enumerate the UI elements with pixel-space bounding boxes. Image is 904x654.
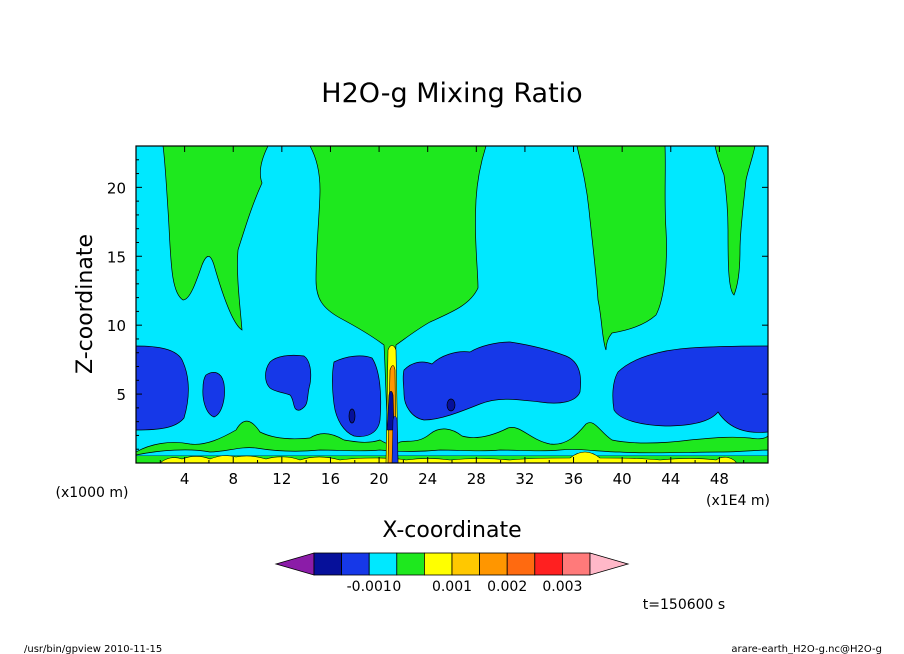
x-tick-label: 40 — [613, 470, 632, 488]
colorbar-swatch — [368, 552, 398, 576]
blue-layer-center-right — [402, 341, 581, 421]
colorbar-swatch — [506, 552, 536, 576]
x-tick-label: 12 — [272, 470, 291, 488]
footer-left: /usr/bin/gpview 2010-11-15 — [24, 644, 162, 654]
x-tick-label: 44 — [661, 470, 680, 488]
colorbar-tick-label: 0.003 — [542, 579, 582, 595]
colorbar-tick-label: -0.001 — [347, 579, 392, 595]
x-unit-left: (x1000 m) — [56, 485, 129, 501]
colorbar-swatch — [313, 552, 343, 576]
footer-right: arare-earth_H2O-g.nc@H2O-g — [731, 644, 882, 654]
plot-area — [136, 146, 768, 463]
green-plume-4 — [714, 146, 756, 296]
y-axis: 5 10 15 20 — [107, 159, 768, 450]
x-tick-label: 36 — [564, 470, 583, 488]
x-tick-label: 32 — [515, 470, 534, 488]
x-axis-label: X-coordinate — [382, 518, 521, 543]
blue-layer-mid — [265, 354, 312, 411]
x-tick-label: 28 — [467, 470, 486, 488]
colorbar-low-arrow — [274, 552, 315, 576]
x-tick-label: 20 — [370, 470, 389, 488]
y-tick-label: 20 — [107, 179, 126, 197]
chart-title: H2O-g Mixing Ratio — [321, 78, 582, 109]
colorbar-swatch — [451, 552, 481, 576]
y-tick-label: 10 — [107, 317, 126, 335]
cyan-gap-low — [136, 447, 768, 457]
colorbar-swatch — [423, 552, 453, 576]
x-tick-label: 4 — [180, 470, 190, 488]
blue-blob-small — [202, 372, 225, 418]
colorbar-tick-label: 0.002 — [487, 579, 527, 595]
green-plume-3 — [576, 146, 667, 351]
x-axis: 4 8 12 16 20 24 28 32 36 40 44 48 — [159, 146, 745, 488]
colorbar-labels: -0.001 0 0.001 0.002 0.003 — [347, 579, 583, 595]
navy-contours — [348, 398, 456, 424]
x-tick-label: 48 — [710, 470, 729, 488]
x-tick-label: 16 — [321, 470, 340, 488]
y-tick-label: 5 — [116, 386, 126, 404]
colorbar-swatch — [562, 552, 591, 576]
colorbar-swatch — [534, 552, 563, 576]
y-tick-label: 15 — [107, 248, 126, 266]
blue-layer-right — [612, 345, 768, 433]
blue-layer-left — [136, 345, 189, 431]
x-unit-right: (x1E4 m) — [706, 493, 770, 509]
colorbar-swatch — [396, 552, 425, 576]
x-tick-label: 24 — [418, 470, 437, 488]
colorbar-swatch — [479, 552, 508, 576]
colorbar-swatch — [341, 552, 370, 576]
central-column-dark — [391, 416, 399, 463]
time-annotation: t=150600 s — [643, 597, 725, 613]
green-plume-1 — [162, 146, 269, 331]
central-column-navy — [386, 390, 395, 431]
colorbar-high-arrow — [589, 552, 630, 576]
y-axis-label: Z-coordinate — [73, 234, 98, 374]
colorbar-tick-label: 0 — [392, 579, 401, 595]
x-tick-label: 8 — [228, 470, 238, 488]
blue-layer-center-left — [332, 355, 382, 437]
colorbar — [274, 552, 630, 576]
colorbar-tick-label: 0.001 — [432, 579, 472, 595]
